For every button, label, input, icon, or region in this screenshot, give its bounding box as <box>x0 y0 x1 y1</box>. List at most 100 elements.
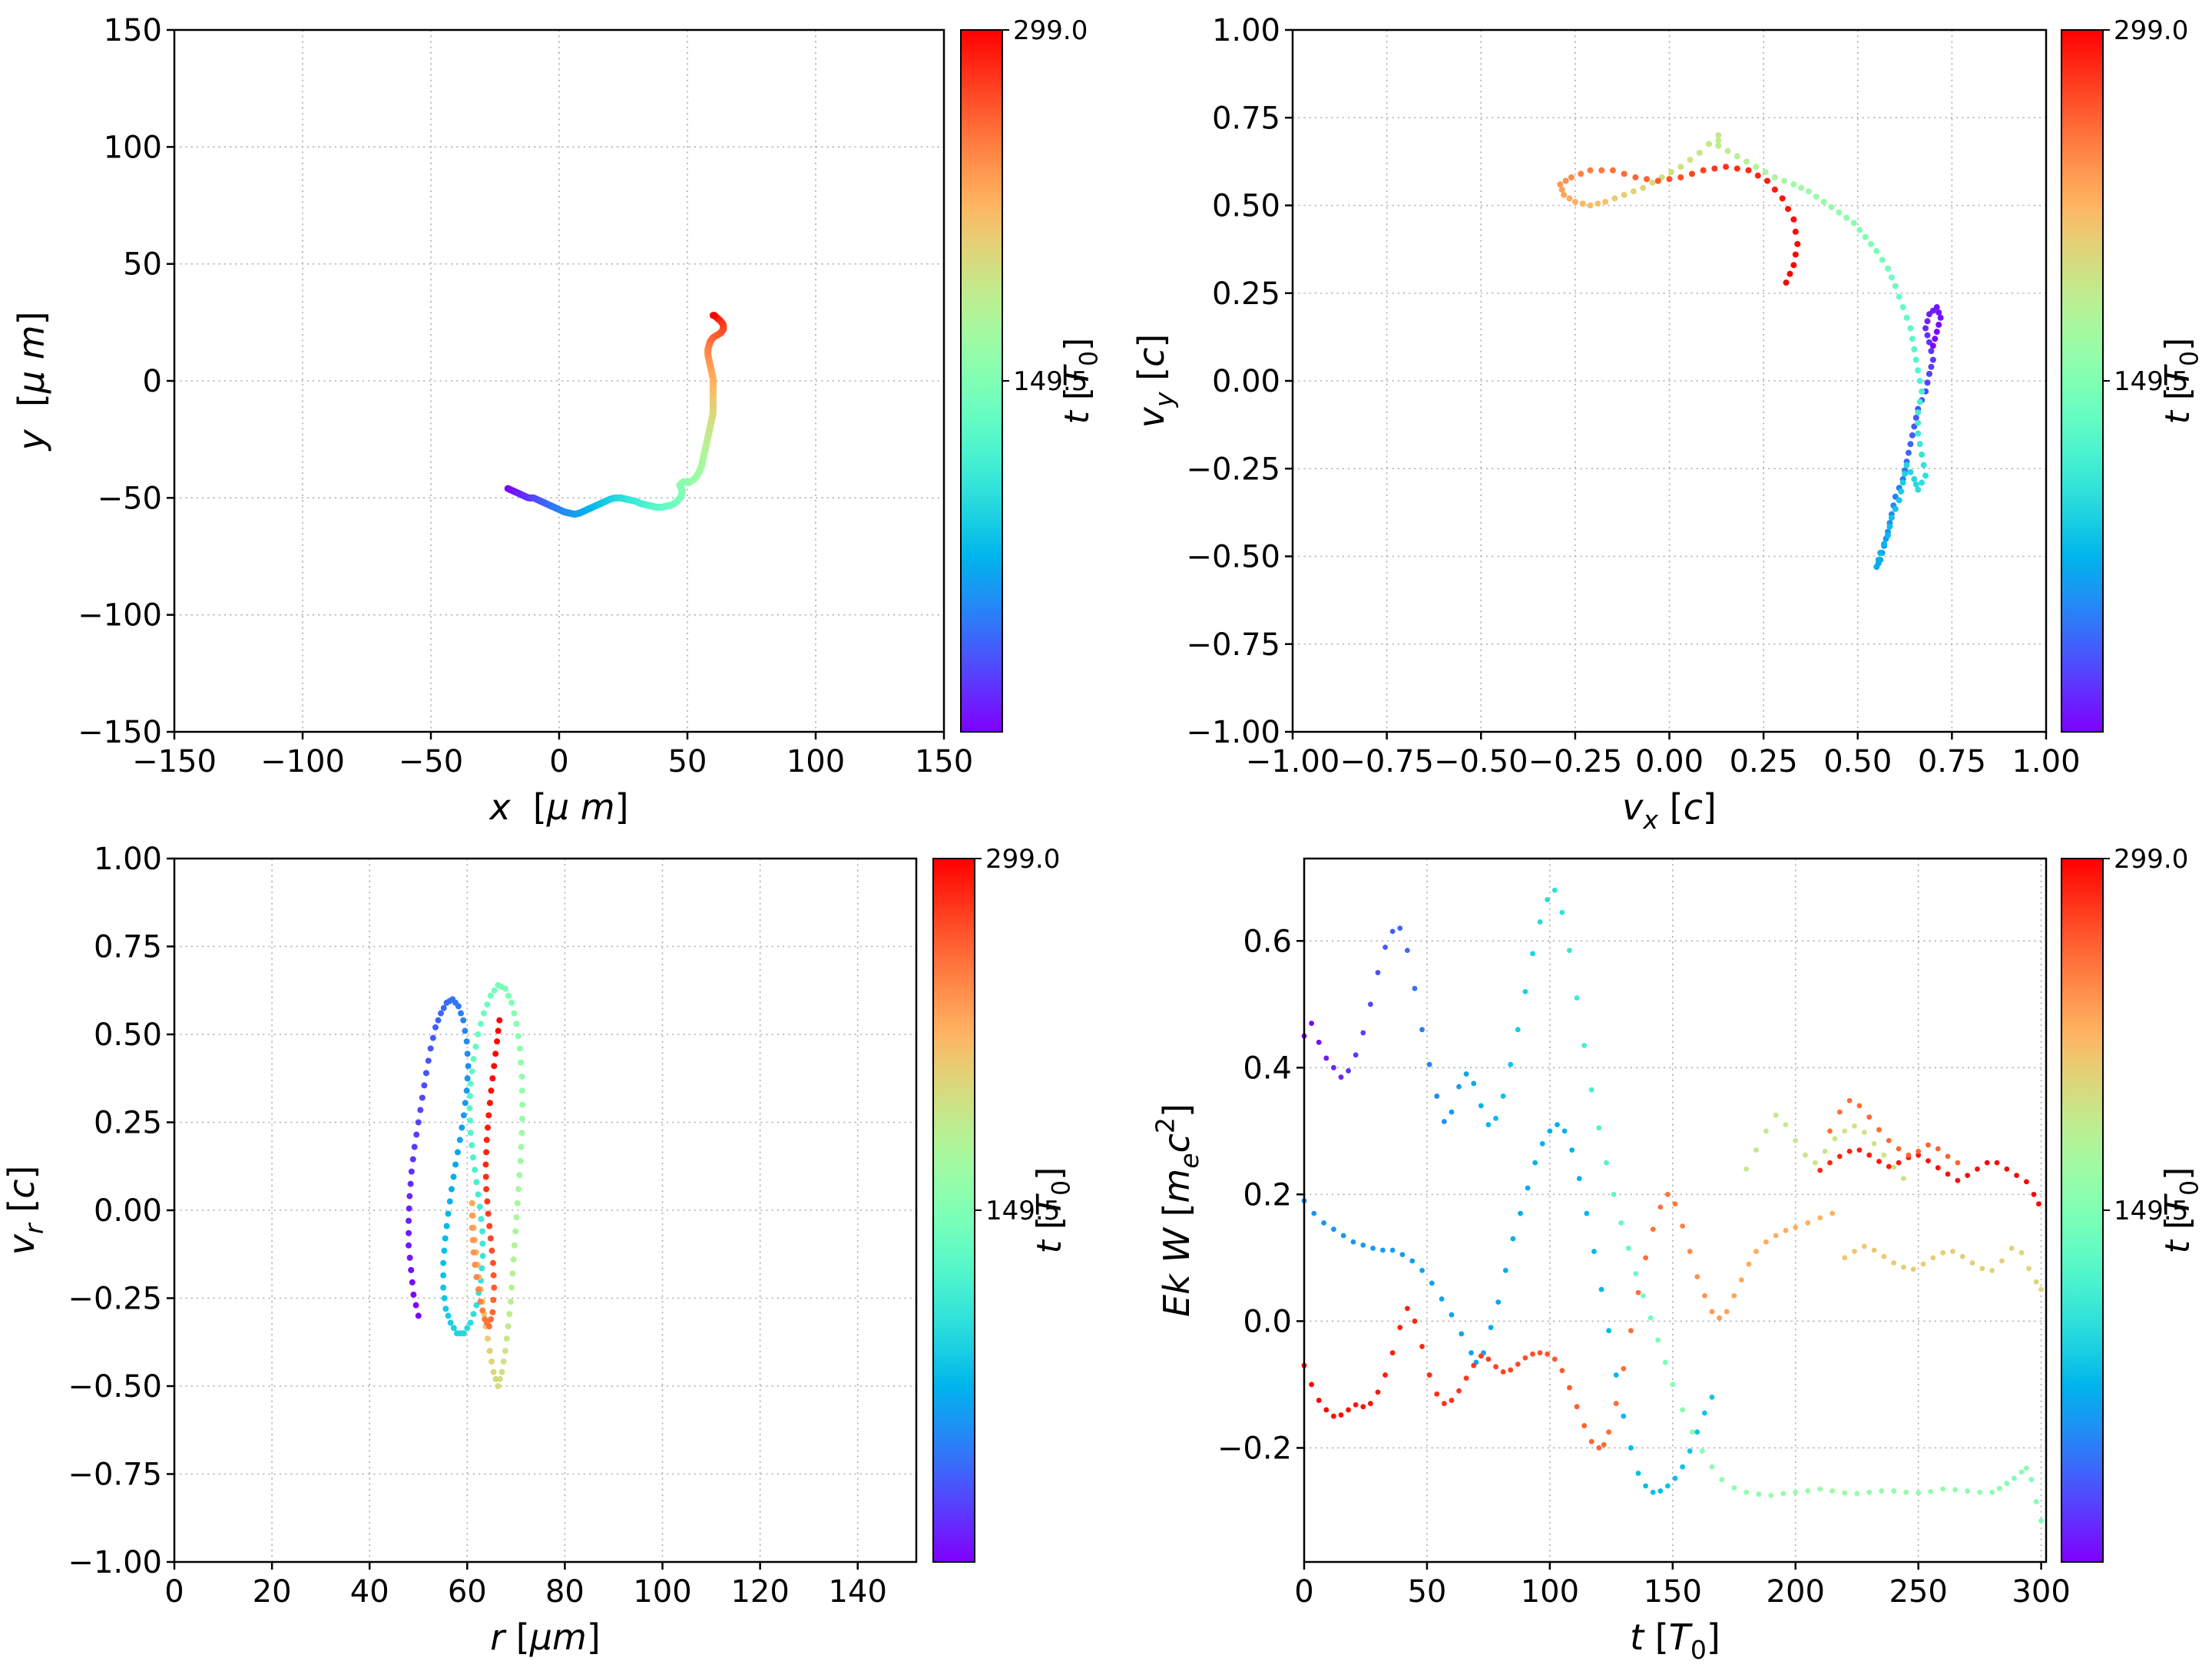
data-point <box>1884 265 1891 272</box>
data-point <box>1916 1490 1922 1496</box>
data-point <box>1579 200 1586 207</box>
data-point <box>1994 1160 2000 1166</box>
data-point <box>1449 1312 1455 1318</box>
data-point <box>518 1073 525 1080</box>
data-point <box>1886 1163 1892 1170</box>
data-point <box>1745 167 1752 174</box>
data-point <box>1916 441 1923 448</box>
data-point <box>1846 1097 1853 1104</box>
data-point <box>1773 1233 1779 1239</box>
data-point <box>489 1259 496 1266</box>
data-point <box>1724 1309 1730 1315</box>
x-tick-label: 0 <box>164 1574 184 1610</box>
data-point <box>1734 165 1740 172</box>
data-point <box>1370 1246 1376 1251</box>
panel-vxvy: −1.00 −0.75 −0.50 −0.25 0.00 0.25 0.50 0.75 1.00… <box>1131 13 2204 835</box>
data-point <box>1856 1147 1863 1153</box>
data-point <box>1397 925 1403 931</box>
data-point <box>1609 167 1616 174</box>
data-point <box>440 1259 447 1266</box>
data-point <box>1959 1253 1965 1259</box>
data-point <box>1805 188 1812 195</box>
data-point <box>1657 1488 1664 1494</box>
y-tick-label: −150 <box>78 715 162 750</box>
data-point <box>1441 1119 1447 1124</box>
data-point <box>1662 1359 1668 1365</box>
data-point <box>464 1075 471 1082</box>
y-tick-label: −100 <box>78 598 162 634</box>
data-point <box>467 1117 474 1124</box>
data-point <box>508 1284 515 1291</box>
data-point <box>1932 336 1939 342</box>
data-point <box>1888 515 1895 521</box>
data-point <box>486 1348 493 1355</box>
data-point <box>1537 1350 1543 1356</box>
data-point <box>491 987 498 994</box>
data-point <box>1566 195 1573 202</box>
data-point <box>419 1094 426 1101</box>
y-tick-label: 150 <box>104 13 162 48</box>
data-point <box>2018 1249 2025 1256</box>
data-point <box>1469 1350 1474 1356</box>
data-point <box>448 1186 455 1193</box>
data-point <box>1471 1080 1477 1087</box>
data-point <box>2004 1166 2010 1172</box>
data-point <box>1783 1228 1789 1233</box>
data-point <box>1924 318 1931 325</box>
data-point <box>1873 564 1880 571</box>
data-point <box>1783 1122 1789 1127</box>
data-point <box>490 1296 497 1303</box>
data-point <box>1903 462 1910 468</box>
data-point <box>1866 1152 1873 1158</box>
data-point <box>1892 505 1899 512</box>
data-point <box>1426 1061 1432 1067</box>
data-point <box>482 1161 489 1168</box>
data-point <box>1926 370 1932 377</box>
data-point <box>1545 1351 1551 1357</box>
data-point <box>489 1075 496 1082</box>
data-point <box>1781 177 1788 184</box>
data-point <box>502 1348 508 1355</box>
data-point <box>2028 1477 2035 1483</box>
data-point <box>1613 1372 1619 1378</box>
data-point <box>1886 1137 1892 1143</box>
data-point <box>495 1383 502 1389</box>
data-point <box>2018 1469 2025 1475</box>
y-tick-label: 0.75 <box>94 930 162 965</box>
data-point <box>492 1375 499 1382</box>
data-point <box>470 1056 477 1063</box>
data-point <box>1836 209 1843 216</box>
data-point <box>518 1143 525 1150</box>
data-point <box>1827 1128 1833 1134</box>
data-point <box>1920 1261 1926 1267</box>
data-point <box>450 1173 457 1180</box>
data-point <box>1930 1255 1936 1261</box>
data-point <box>1441 1401 1447 1407</box>
data-point <box>1625 1246 1631 1251</box>
data-point <box>1786 270 1793 277</box>
data-point <box>437 1010 444 1017</box>
y-tick-label: −0.75 <box>68 1458 162 1493</box>
data-point <box>475 1191 482 1198</box>
data-point <box>456 1137 463 1143</box>
data-point <box>1764 177 1771 184</box>
data-point <box>1771 186 1778 193</box>
data-point <box>1602 198 1609 205</box>
data-point <box>1891 1488 1897 1494</box>
data-point <box>2024 1179 2029 1185</box>
data-point <box>1746 1261 1752 1267</box>
colorbar-tick-label: 149.5 <box>985 1196 1060 1226</box>
data-point <box>500 1358 507 1365</box>
data-point <box>1551 887 1558 893</box>
data-point <box>1820 198 1827 205</box>
colorbar <box>2061 858 2104 1563</box>
data-point <box>1715 142 1722 149</box>
data-point <box>1375 1389 1381 1395</box>
colorbar-tick-label: 149.5 <box>2114 366 2188 397</box>
data-point <box>1876 1127 1882 1133</box>
data-point <box>1907 325 1914 332</box>
data-point <box>435 1017 442 1024</box>
data-point <box>464 1051 471 1057</box>
data-point <box>1717 1315 1722 1321</box>
data-point <box>463 1087 470 1094</box>
